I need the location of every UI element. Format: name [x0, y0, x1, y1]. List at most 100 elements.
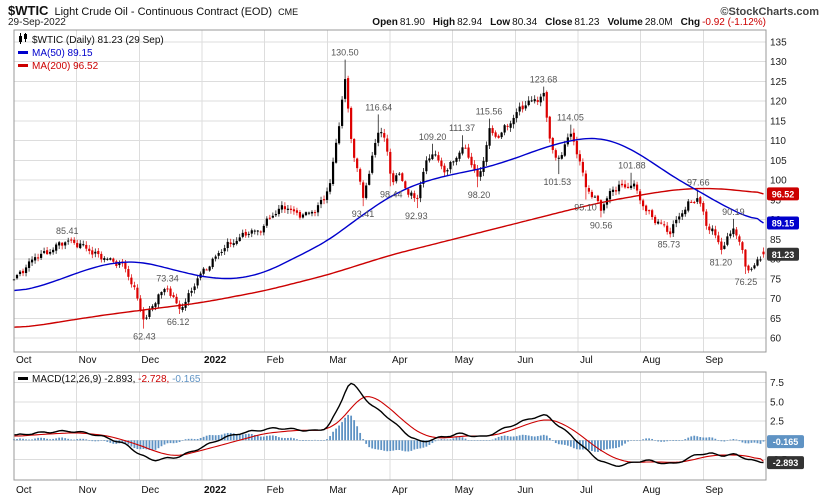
chart-date: 29-Sep-2022	[8, 17, 66, 28]
legend-series-row: $WTIC (Daily) 81.23 (29 Sep)	[18, 33, 164, 47]
y-axis-label: 105	[770, 156, 787, 167]
price-badge: 81.23	[767, 247, 799, 261]
y-axis-label: 2.5	[770, 417, 784, 428]
x-axis-label: Jul	[580, 485, 593, 496]
y-axis-label: 125	[770, 77, 787, 88]
x-axis-label: Jun	[517, 355, 533, 366]
ma50-line-icon	[18, 51, 28, 54]
quote-close: Close 81.23	[545, 17, 600, 28]
price-annotation: 114.05	[557, 113, 584, 123]
exchange: CME	[278, 7, 299, 17]
x-axis-label: Aug	[643, 485, 661, 496]
macd-label: MACD(12,26,9)	[32, 374, 102, 385]
price-annotation: 116.64	[365, 102, 392, 112]
symbol: $WTIC	[8, 3, 49, 18]
quote-change: Chg -0.92 (-1.12%)	[680, 17, 766, 28]
x-axis-labels: Oct Oct Nov Nov Dec Dec 2022 2022 Feb Feb Mar Mar Ap…	[16, 355, 724, 496]
price-annotation: 85.41	[56, 226, 79, 236]
macd-legend: MACD(12,26,9) -2.893, -2.728, -0.165	[18, 374, 200, 385]
x-axis-label: 2022	[204, 355, 227, 366]
price-annotation: 111.37	[449, 123, 475, 133]
chart-header: $WTIC Light Crude Oil - Continuous Contr…	[8, 3, 819, 18]
y-axis-label: 7.5	[770, 378, 784, 389]
y-axis-label: 60	[770, 334, 782, 345]
price-badge: 96.52	[767, 187, 799, 201]
x-axis-label: Dec	[141, 355, 159, 366]
y-axis-label: 85	[770, 235, 782, 246]
legend-ma50-row: MA(50) 89.15	[18, 47, 164, 60]
y-axis-label: 115	[770, 116, 786, 127]
price-badge: -2.893	[767, 456, 804, 470]
y-axis-label: 75	[770, 274, 782, 285]
quote-low: Low 80.34	[490, 17, 538, 28]
price-annotation: 130.50	[331, 48, 359, 58]
x-axis-label: Apr	[392, 355, 408, 366]
price-annotation: 93.41	[352, 209, 375, 219]
x-axis-label: 2022	[204, 485, 227, 496]
legend-ma200-row: MA(200) 96.52	[18, 60, 164, 73]
y-axis-label: 135	[770, 37, 787, 48]
x-axis-label: Feb	[267, 485, 285, 496]
stockcharts-credit: ©StockCharts.com	[720, 6, 819, 18]
price-annotation: 97.66	[687, 177, 710, 187]
price-annotation: 95.10	[574, 202, 597, 212]
y-axis-label: 95	[770, 195, 782, 206]
x-axis-label: Dec	[141, 485, 159, 496]
x-axis-label: Nov	[79, 355, 97, 366]
macd-panel-border	[13, 371, 767, 481]
x-axis-label: Oct	[16, 355, 32, 366]
x-axis-label: Oct	[16, 485, 32, 496]
x-axis-label: Jun	[517, 485, 533, 496]
price-annotation: 85.73	[658, 240, 681, 250]
price-panel-border	[13, 29, 767, 353]
x-axis-label: Sep	[705, 355, 723, 366]
legend-ma200-label: MA(200) 96.52	[32, 61, 99, 72]
y-axis-label: 120	[770, 97, 787, 108]
macd-signal-value: -2.728,	[138, 374, 170, 385]
price-annotation: 109.20	[419, 132, 447, 142]
macd-histogram	[13, 414, 765, 452]
macd-signal-line	[13, 396, 764, 463]
price-annotation: 81.20	[710, 257, 733, 267]
candlestick-icon	[19, 33, 27, 44]
price-badge: 89.15	[767, 216, 799, 230]
svg-text:89.15: 89.15	[772, 219, 795, 229]
price-annotation: 98.44	[380, 189, 403, 199]
annotations-layer: 85.41 73.34 62.43 66.12 130.50 93.41 116.64 98.…	[56, 48, 757, 342]
macd-line	[13, 382, 764, 468]
x-axis-label: Nov	[79, 485, 97, 496]
x-axis-label: May	[455, 485, 474, 496]
x-axis-label: Feb	[267, 355, 285, 366]
macd-line-icon	[18, 377, 28, 380]
y-axis-label: 5.0	[770, 397, 784, 408]
legend-series-label: $WTIC (Daily) 81.23 (29 Sep)	[32, 35, 164, 46]
svg-text:81.23: 81.23	[772, 250, 795, 260]
ma200-line	[13, 187, 764, 328]
macd-value: -2.893,	[104, 374, 136, 385]
quote-high: High 82.94	[432, 17, 483, 28]
y-axis-label: 70	[770, 294, 782, 305]
price-annotation: 101.88	[618, 161, 646, 171]
price-badge: -0.165	[767, 435, 804, 449]
svg-text:-2.893: -2.893	[773, 458, 799, 468]
quote-strip: Open 81.90 High 82.94 Low 80.34 Close 81.23 …	[372, 17, 766, 28]
quote-open: Open 81.90	[372, 17, 425, 28]
x-axis-label: Mar	[329, 355, 347, 366]
quote-volume: Volume 28.0M	[607, 17, 673, 28]
ma200-line-icon	[18, 64, 28, 67]
x-axis-label: Apr	[392, 485, 408, 496]
price-annotation: 90.19	[722, 207, 745, 217]
x-axis-label: Mar	[329, 485, 347, 496]
price-annotation: 98.20	[468, 190, 491, 200]
svg-text:96.52: 96.52	[772, 189, 795, 199]
x-axis-label: Jul	[580, 355, 593, 366]
y-axis-label: 130	[770, 57, 787, 68]
price-chart-legend: $WTIC (Daily) 81.23 (29 Sep) MA(50) 89.1…	[18, 33, 164, 73]
y-axis-label: 100	[770, 176, 787, 187]
price-annotation: 101.53	[544, 177, 572, 187]
x-axis-label: Aug	[643, 355, 661, 366]
price-annotation: 90.56	[590, 220, 613, 230]
y-axis-label: 65	[770, 314, 782, 325]
